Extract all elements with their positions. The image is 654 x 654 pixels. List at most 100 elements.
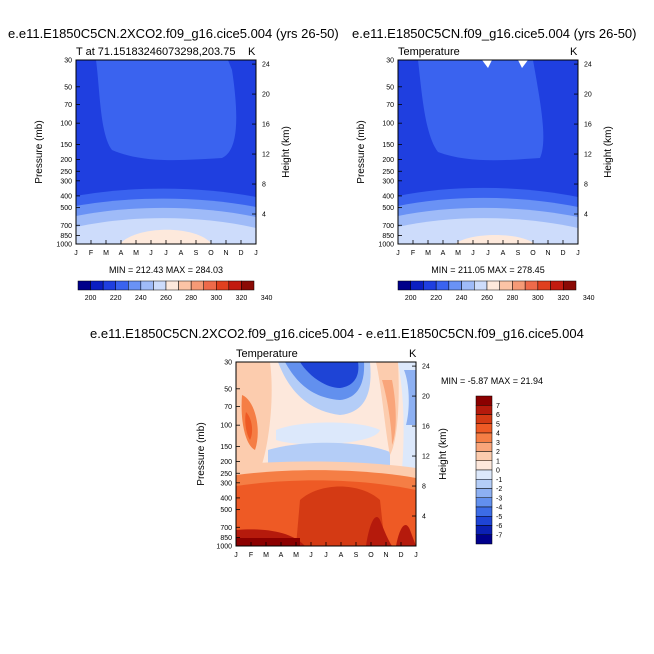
x-tick-label: J xyxy=(149,250,153,257)
height-tick-label: 20 xyxy=(584,92,592,99)
panel3-title: e.e11.E1850C5CN.2XCO2.f09_g16.cice5.004 … xyxy=(90,326,584,341)
colorbar-swatch xyxy=(475,479,493,489)
colorbar-swatch xyxy=(475,516,493,526)
x-tick-label: J xyxy=(254,250,258,257)
height-tick-label: 8 xyxy=(584,182,588,189)
height-tick-label: 24 xyxy=(262,62,270,69)
colorbar-label: 240 xyxy=(135,295,147,302)
x-tick-label: J xyxy=(234,552,238,559)
x-tick-label: D xyxy=(398,552,403,559)
x-tick-label: J xyxy=(309,552,313,559)
p2-band-stratosphere xyxy=(418,60,544,161)
colorbar-label: 220 xyxy=(430,295,442,302)
y-tick-label: 850 xyxy=(382,233,394,240)
colorbar-label: -6 xyxy=(496,523,502,530)
panel1-units-label: K xyxy=(248,46,256,58)
colorbar-swatch xyxy=(475,506,493,517)
colorbar-label: 340 xyxy=(261,295,273,302)
y-tick-label: 850 xyxy=(220,535,232,542)
y-tick-label: 1000 xyxy=(378,242,394,249)
colorbar-label: -1 xyxy=(496,477,502,484)
p1-band-stratosphere xyxy=(96,60,237,161)
x-tick-label: A xyxy=(279,552,284,559)
y-tick-label: 700 xyxy=(60,223,72,230)
x-tick-label: F xyxy=(89,250,93,257)
x-tick-label: M xyxy=(425,250,431,257)
panel2-left-label: Temperature xyxy=(398,46,460,58)
x-tick-label: D xyxy=(560,250,565,257)
height-tick-label: 24 xyxy=(422,364,430,371)
colorbar-label: 260 xyxy=(160,295,172,302)
y-tick-label: 250 xyxy=(382,169,394,176)
height-tick-label: 8 xyxy=(262,182,266,189)
panel1-ylabel: Pressure (mb) xyxy=(34,120,45,183)
colorbar-swatch xyxy=(563,280,577,291)
y-tick-label: 70 xyxy=(64,102,72,109)
y-tick-label: 1000 xyxy=(216,544,232,551)
panel3-ylabel-right: Height (km) xyxy=(438,428,449,480)
colorbar-swatch xyxy=(475,451,493,461)
y-tick-label: 200 xyxy=(60,157,72,164)
height-tick-label: 16 xyxy=(422,424,430,431)
colorbar-label: 260 xyxy=(481,295,493,302)
x-tick-label: J xyxy=(471,250,475,257)
colorbar-swatch xyxy=(475,460,493,471)
y-tick-label: 70 xyxy=(224,404,232,411)
panel1-ylabel-right: Height (km) xyxy=(281,126,292,178)
height-tick-label: 4 xyxy=(262,212,266,219)
x-tick-label: J xyxy=(74,250,78,257)
panel2-ylabel: Pressure (mb) xyxy=(356,120,367,183)
colorbar-label: 300 xyxy=(532,295,544,302)
x-tick-label: O xyxy=(368,552,374,559)
x-tick-label: D xyxy=(238,250,243,257)
colorbar-label: 6 xyxy=(496,412,500,419)
colorbar-label: 300 xyxy=(210,295,222,302)
colorbar-label: 340 xyxy=(583,295,595,302)
colorbar-label: 2 xyxy=(496,449,500,456)
colorbar-label: -3 xyxy=(496,495,502,502)
colorbar-swatch xyxy=(475,469,493,480)
y-tick-label: 300 xyxy=(382,178,394,185)
x-tick-label: O xyxy=(530,250,536,257)
panel3-units-label: K xyxy=(409,348,417,360)
colorbar-label: 1 xyxy=(496,458,500,465)
colorbar-label: 220 xyxy=(110,295,122,302)
colorbar-swatch xyxy=(475,432,493,443)
x-tick-label: J xyxy=(396,250,400,257)
y-tick-label: 400 xyxy=(60,193,72,200)
p1-band-warm xyxy=(120,229,212,244)
y-tick-label: 500 xyxy=(220,507,232,514)
panel2-minmax: MIN = 211.05 MAX = 278.45 xyxy=(431,265,544,275)
colorbar-label: 280 xyxy=(507,295,519,302)
panel2-ylabel-right: Height (km) xyxy=(603,126,614,178)
height-tick-label: 12 xyxy=(262,152,270,159)
colorbar-label: 200 xyxy=(405,295,417,302)
x-tick-label: M xyxy=(103,250,109,257)
x-tick-label: S xyxy=(354,552,359,559)
height-tick-label: 4 xyxy=(584,212,588,219)
height-tick-label: 24 xyxy=(584,62,592,69)
y-tick-label: 700 xyxy=(220,525,232,532)
y-tick-label: 30 xyxy=(224,360,232,367)
colorbar-label: 5 xyxy=(496,421,500,428)
panel1-minmax: MIN = 212.43 MAX = 284.03 xyxy=(109,265,223,275)
y-tick-label: 150 xyxy=(382,142,394,149)
y-tick-label: 150 xyxy=(220,444,232,451)
x-tick-label: J xyxy=(414,552,418,559)
panel2-title: e.e11.E1850C5CN.f09_g16.cice5.004 (yrs 2… xyxy=(352,26,637,41)
colorbar-label: -2 xyxy=(496,486,502,493)
x-tick-label: M xyxy=(455,250,461,257)
height-tick-label: 8 xyxy=(422,484,426,491)
x-tick-label: S xyxy=(194,250,199,257)
panel2-units-label: K xyxy=(570,46,578,58)
panel3-ylabel: Pressure (mb) xyxy=(196,422,207,485)
colorbar-label: 240 xyxy=(456,295,468,302)
colorbar-label: 3 xyxy=(496,440,500,447)
y-tick-label: 70 xyxy=(386,102,394,109)
y-tick-label: 50 xyxy=(386,84,394,91)
x-tick-label: A xyxy=(339,552,344,559)
x-tick-label: F xyxy=(249,552,253,559)
y-tick-label: 200 xyxy=(220,459,232,466)
colorbar-label: -4 xyxy=(496,505,502,512)
y-tick-label: 700 xyxy=(382,223,394,230)
